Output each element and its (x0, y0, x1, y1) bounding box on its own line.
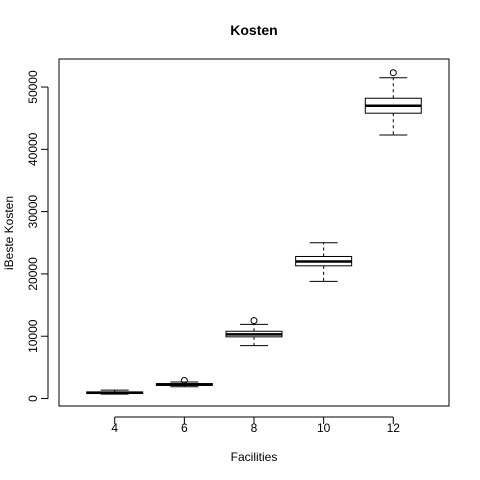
outlier-point (389, 69, 397, 77)
box-10 (295, 242, 353, 282)
y-tick-label: 50000 (26, 70, 40, 104)
y-axis: 0 10000 20000 30000 40000 50000 (26, 70, 49, 402)
box-4 (86, 389, 144, 395)
x-tick-label: 4 (111, 421, 118, 435)
x-tick-label: 12 (387, 421, 401, 435)
outlier-point (250, 317, 258, 325)
y-axis-label: iBeste Kosten (2, 196, 16, 270)
x-axis-label: Facilities (231, 450, 278, 464)
box-8 (225, 317, 283, 347)
box-series (86, 69, 422, 395)
x-tick-label: 10 (317, 421, 331, 435)
y-tick-label: 30000 (26, 195, 40, 229)
box-6 (155, 376, 213, 388)
box-12 (364, 69, 422, 136)
y-tick-label: 20000 (26, 257, 40, 291)
chart-title: Kosten (230, 22, 277, 38)
y-tick-label: 10000 (26, 319, 40, 353)
x-axis: 4 6 8 10 12 (111, 416, 401, 435)
outlier-point (180, 376, 188, 384)
y-tick-label: 40000 (26, 132, 40, 166)
plot-frame (58, 58, 450, 407)
x-tick-label: 8 (251, 421, 258, 435)
x-tick-label: 6 (181, 421, 188, 435)
y-tick-label: 0 (26, 395, 40, 402)
